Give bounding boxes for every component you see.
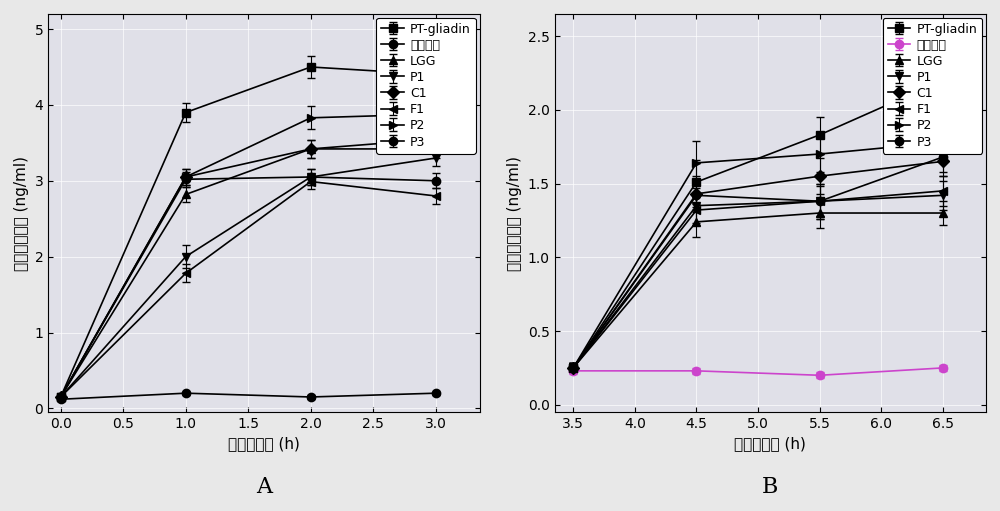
X-axis label: 共培养时间 (h): 共培养时间 (h)	[228, 436, 300, 452]
Y-axis label: 连蛋白释放量 (ng/ml): 连蛋白释放量 (ng/ml)	[14, 155, 29, 270]
Legend: PT-gliadin, 阴性对照, LGG, P1, C1, F1, P2, P3: PT-gliadin, 阴性对照, LGG, P1, C1, F1, P2, P…	[883, 18, 982, 153]
Y-axis label: 连蛋白释放量 (ng/ml): 连蛋白释放量 (ng/ml)	[507, 155, 522, 270]
X-axis label: 共培养时间 (h): 共培养时间 (h)	[734, 436, 806, 452]
Legend: PT-gliadin, 阴性对照, LGG, P1, C1, F1, P2, P3: PT-gliadin, 阴性对照, LGG, P1, C1, F1, P2, P…	[376, 18, 476, 153]
Text: B: B	[762, 476, 779, 498]
Text: A: A	[256, 476, 272, 498]
